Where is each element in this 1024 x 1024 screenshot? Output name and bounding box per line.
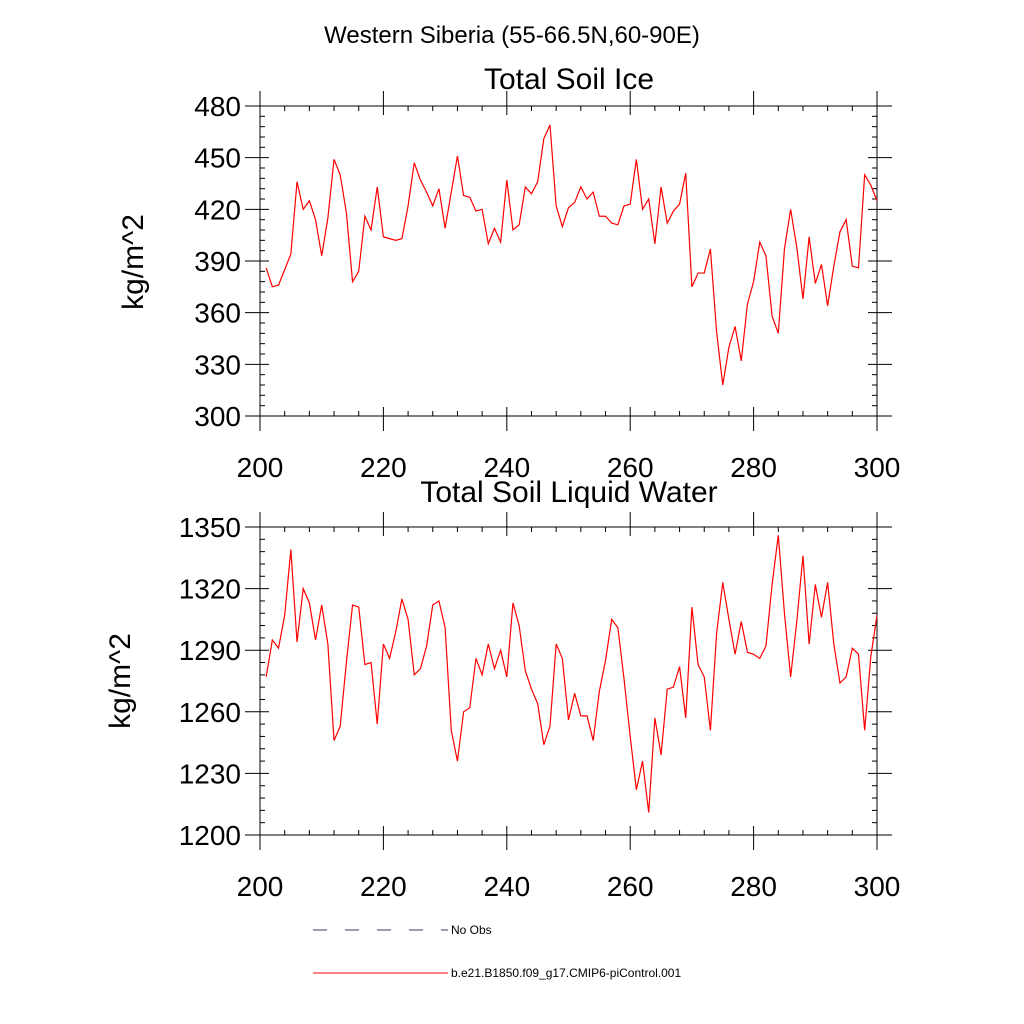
panel-soil-liquid-water: Total Soil Liquid Water kg/m^2 200 220 240… [104,476,900,902]
y-axis-label: kg/m^2 [117,214,150,310]
axis-ticks: 200 220 240 260 280 300 300 330 360 390 420 450 480 [194,91,900,483]
y-tick-label: 300 [194,401,241,432]
x-tick-label: 260 [607,452,654,483]
y-tick-label: 450 [194,143,241,174]
legend-obs-label: No Obs [451,923,492,937]
x-tick-label: 220 [360,871,407,902]
y-tick-label: 1290 [179,635,241,666]
x-tick-label: 300 [854,452,901,483]
y-tick-label: 1350 [179,512,241,543]
x-tick-label: 300 [854,871,901,902]
x-tick-label: 200 [237,452,284,483]
x-tick-label: 280 [730,452,777,483]
y-tick-label: 420 [194,194,241,225]
y-tick-label: 480 [194,91,241,122]
panel-title: Total Soil Liquid Water [420,476,717,509]
y-tick-label: 1230 [179,758,241,789]
figure-supertitle: Western Siberia (55-66.5N,60-90E) [324,22,700,49]
x-tick-label: 240 [483,871,530,902]
y-tick-label: 330 [194,349,241,380]
x-tick-label: 260 [607,871,654,902]
x-tick-label: 280 [730,871,777,902]
panel-soil-ice: Total Soil Ice kg/m^2 200 220 240 260 280 300… [117,63,900,483]
plot-frame [259,526,878,836]
y-axis-label: kg/m^2 [104,633,137,729]
y-tick-label: 1200 [179,820,241,851]
x-tick-label: 220 [360,452,407,483]
x-tick-label: 240 [483,452,530,483]
legend-model-label: b.e21.B1850.f09_g17.CMIP6-piControl.001 [451,966,681,980]
y-tick-label: 1260 [179,697,241,728]
y-tick-label: 1320 [179,574,241,605]
x-tick-label: 200 [237,871,284,902]
axis-ticks: 200 220 240 260 280 300 1200 1230 1260 1290 1320 13… [179,512,901,902]
series-line [265,124,878,386]
plot-frame [259,105,878,417]
legend: No Obs b.e21.B1850.f09_g17.CMIP6-piContr… [313,923,681,980]
series-line [265,535,878,813]
y-tick-label: 390 [194,246,241,277]
panel-title: Total Soil Ice [484,63,654,96]
y-tick-label: 360 [194,298,241,329]
